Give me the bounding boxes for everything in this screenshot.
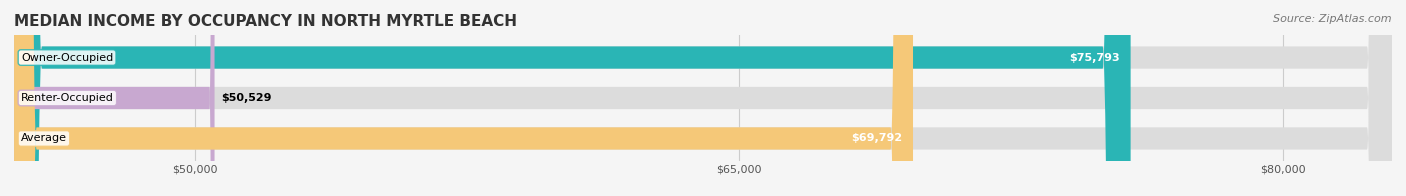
FancyBboxPatch shape <box>14 0 1392 196</box>
Text: $75,793: $75,793 <box>1069 53 1119 63</box>
Text: $69,792: $69,792 <box>851 133 903 143</box>
Text: MEDIAN INCOME BY OCCUPANCY IN NORTH MYRTLE BEACH: MEDIAN INCOME BY OCCUPANCY IN NORTH MYRT… <box>14 14 517 29</box>
Text: Source: ZipAtlas.com: Source: ZipAtlas.com <box>1274 14 1392 24</box>
Text: Owner-Occupied: Owner-Occupied <box>21 53 114 63</box>
Text: Average: Average <box>21 133 67 143</box>
FancyBboxPatch shape <box>14 0 215 196</box>
Text: Renter-Occupied: Renter-Occupied <box>21 93 114 103</box>
FancyBboxPatch shape <box>14 0 912 196</box>
FancyBboxPatch shape <box>14 0 1392 196</box>
FancyBboxPatch shape <box>14 0 1392 196</box>
Text: $50,529: $50,529 <box>221 93 271 103</box>
FancyBboxPatch shape <box>14 0 1130 196</box>
